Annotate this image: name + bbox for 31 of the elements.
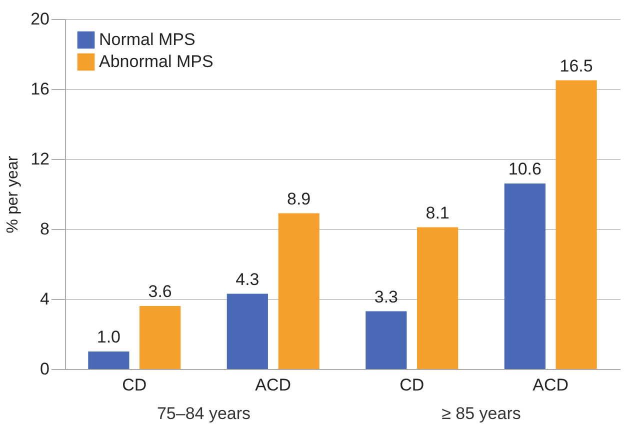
y-tick-label: 8	[40, 220, 50, 238]
legend-label: Normal MPS	[99, 30, 196, 49]
data-label: 4.3	[236, 270, 260, 289]
y-tick-label: 16	[30, 80, 50, 98]
legend-label: Abnormal MPS	[99, 52, 214, 71]
bar	[140, 306, 181, 369]
y-tick-label: 4	[40, 290, 50, 308]
y-tick-label: 12	[30, 150, 50, 168]
x-tick-label: ACD	[532, 376, 569, 394]
data-label: 3.6	[148, 282, 172, 301]
bar	[278, 213, 320, 369]
data-label: 8.9	[287, 189, 311, 208]
x-tick-label: CD	[122, 376, 147, 394]
bar	[226, 294, 268, 369]
y-tick-label: 0	[40, 360, 50, 378]
data-label: 8.1	[426, 203, 450, 222]
bar	[417, 227, 458, 369]
y-axis-title: % per year	[4, 155, 22, 234]
data-label: 10.6	[508, 160, 542, 178]
x-tick-label: CD	[400, 376, 424, 394]
x-tick-label: ACD	[255, 376, 292, 394]
bar	[366, 311, 407, 369]
data-label: 1.0	[96, 328, 120, 346]
bar	[504, 184, 546, 369]
data-label: 3.3	[374, 287, 398, 306]
bar	[88, 352, 130, 369]
text: 75–84 years	[156, 404, 251, 423]
y-tick-label: 20	[30, 10, 50, 28]
text: ≥ 85 years	[442, 404, 521, 423]
bar	[556, 80, 597, 369]
data-label: 16.5	[560, 56, 593, 76]
